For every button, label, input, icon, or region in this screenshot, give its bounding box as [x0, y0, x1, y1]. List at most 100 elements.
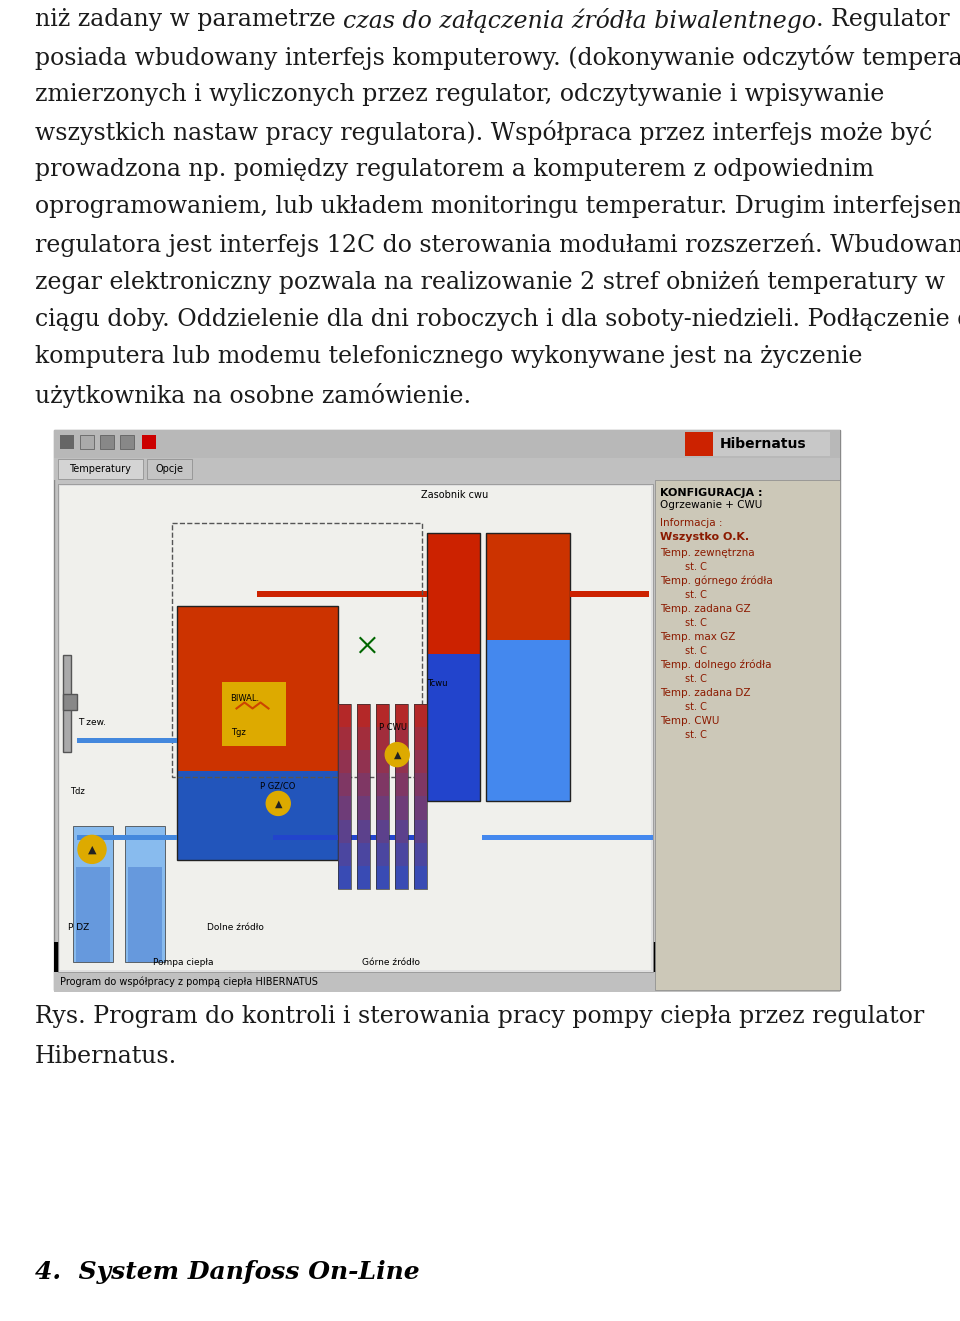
Text: st. C: st. C: [685, 618, 707, 627]
Bar: [414, 704, 427, 727]
Text: Tcwu: Tcwu: [427, 679, 447, 688]
Text: prowadzona np. pomiędzy regulatorem a komputerem z odpowiednim: prowadzona np. pomiędzy regulatorem a ko…: [35, 159, 874, 181]
Bar: [395, 865, 408, 889]
Text: Informacja :: Informacja :: [660, 518, 723, 528]
Text: 4.  System Danfoss On-Line: 4. System Danfoss On-Line: [35, 1260, 420, 1284]
Bar: [375, 750, 389, 773]
Bar: [73, 826, 113, 962]
Bar: [63, 655, 71, 753]
Bar: [142, 435, 156, 449]
Bar: [128, 867, 162, 962]
Bar: [427, 532, 480, 802]
Text: Hibernatus: Hibernatus: [720, 437, 806, 450]
Bar: [395, 704, 408, 889]
Text: Temp. górnego źródła: Temp. górnego źródła: [660, 576, 773, 587]
Text: Pompa ciepła: Pompa ciepła: [153, 958, 213, 967]
Text: st. C: st. C: [685, 701, 707, 712]
Text: Zasobnik cwu: Zasobnik cwu: [421, 490, 489, 501]
Bar: [177, 771, 338, 860]
Bar: [257, 592, 427, 597]
Bar: [357, 819, 370, 843]
Text: Temp. CWU: Temp. CWU: [660, 716, 719, 727]
Bar: [77, 835, 177, 840]
Bar: [54, 431, 840, 458]
Bar: [338, 727, 350, 750]
Text: Opcje: Opcje: [155, 464, 183, 474]
Bar: [54, 458, 840, 480]
Text: Górne źródło: Górne źródło: [362, 958, 420, 967]
Bar: [375, 819, 389, 843]
Text: Ogrzewanie + CWU: Ogrzewanie + CWU: [660, 501, 762, 510]
Text: Dolne źródło: Dolne źródło: [206, 923, 264, 933]
Bar: [482, 835, 653, 840]
Bar: [357, 727, 370, 750]
Bar: [375, 797, 389, 819]
Bar: [357, 773, 370, 797]
Bar: [450, 560, 457, 592]
Bar: [357, 865, 370, 889]
Text: ▲: ▲: [394, 749, 401, 760]
Bar: [414, 704, 427, 889]
Text: P DZ: P DZ: [68, 923, 89, 933]
Bar: [60, 435, 74, 449]
Text: użytkownika na osobne zamówienie.: użytkownika na osobne zamówienie.: [35, 383, 471, 408]
Bar: [338, 704, 350, 727]
Bar: [100, 435, 114, 449]
Text: czas do załączenia źródła biwalentnego: czas do załączenia źródła biwalentnego: [344, 8, 816, 33]
Text: Wszystko O.K.: Wszystko O.K.: [660, 532, 749, 542]
Bar: [375, 727, 389, 750]
Text: KONFIGURACJA :: KONFIGURACJA :: [660, 487, 762, 498]
Bar: [427, 654, 480, 802]
Bar: [338, 797, 350, 819]
Bar: [414, 865, 427, 889]
Bar: [414, 843, 427, 865]
Bar: [54, 942, 657, 972]
Bar: [414, 797, 427, 819]
Bar: [338, 865, 350, 889]
Text: P CWU: P CWU: [379, 723, 407, 732]
Text: Tgz: Tgz: [230, 728, 246, 737]
Bar: [177, 606, 338, 771]
Text: zegar elektroniczny pozwala na realizowanie 2 stref obniżeń temperatury w: zegar elektroniczny pozwala na realizowa…: [35, 269, 946, 295]
Text: ▲: ▲: [87, 844, 96, 855]
Text: T zew.: T zew.: [78, 719, 106, 728]
Bar: [77, 737, 177, 742]
Bar: [395, 750, 408, 773]
Bar: [125, 826, 165, 962]
Bar: [395, 727, 408, 750]
Text: Temp. zewnętrzna: Temp. zewnętrzna: [660, 548, 755, 557]
Bar: [375, 843, 389, 865]
Text: BIWAL.: BIWAL.: [230, 694, 259, 703]
Bar: [569, 592, 649, 597]
Bar: [414, 750, 427, 773]
Bar: [222, 682, 286, 746]
Bar: [76, 867, 110, 962]
Bar: [58, 483, 653, 972]
Text: st. C: st. C: [685, 674, 707, 684]
Text: ciągu doby. Oddzielenie dla dni roboczych i dla soboty-niedzieli. Podłączenie do: ciągu doby. Oddzielenie dla dni roboczyc…: [35, 308, 960, 332]
Bar: [357, 704, 370, 889]
Bar: [147, 458, 192, 480]
Bar: [375, 704, 389, 727]
Text: st. C: st. C: [685, 590, 707, 600]
Text: Program do współpracy z pompą ciepła HIBERNATUS: Program do współpracy z pompą ciepła HIB…: [60, 976, 318, 987]
Text: niż zadany w parametrze: niż zadany w parametrze: [35, 8, 344, 30]
Bar: [338, 843, 350, 865]
Bar: [357, 704, 370, 727]
Text: Temp. max GZ: Temp. max GZ: [660, 631, 735, 642]
Bar: [395, 797, 408, 819]
Bar: [58, 458, 143, 480]
Text: . Regulator: . Regulator: [816, 8, 950, 30]
Bar: [487, 532, 569, 802]
Text: ▲: ▲: [275, 798, 282, 808]
Text: oprogramowaniem, lub układem monitoringu temperatur. Drugim interfejsem: oprogramowaniem, lub układem monitoringu…: [35, 196, 960, 218]
Bar: [54, 972, 840, 992]
Bar: [54, 431, 840, 989]
Text: regulatora jest interfejs 12C do sterowania modułami rozszerzeń. Wbudowany: regulatora jest interfejs 12C do sterowa…: [35, 232, 960, 258]
Bar: [487, 641, 569, 802]
Bar: [375, 773, 389, 797]
Text: Temperatury: Temperatury: [69, 464, 131, 474]
Bar: [357, 797, 370, 819]
Text: zmierzonych i wyliczonych przez regulator, odczytywanie i wpisywanie: zmierzonych i wyliczonych przez regulato…: [35, 83, 884, 106]
Circle shape: [266, 791, 290, 815]
